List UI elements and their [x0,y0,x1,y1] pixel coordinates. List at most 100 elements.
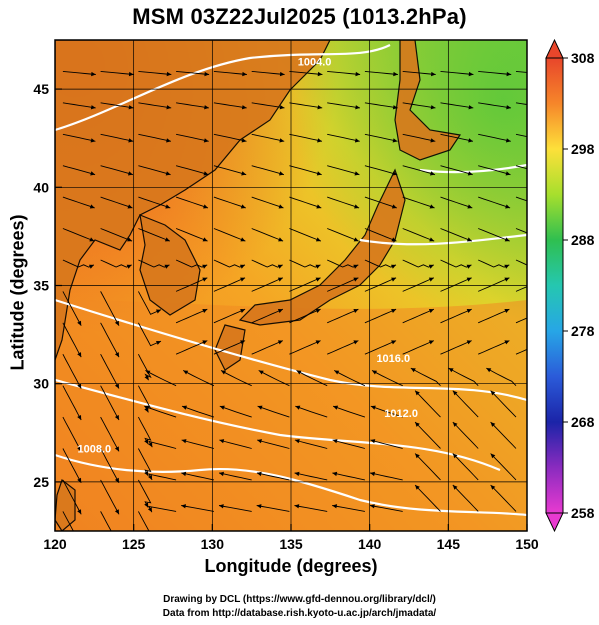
streamline-107 [175,259,208,268]
streamline-arrow-56 [183,370,189,375]
wind-streamlines [62,70,527,531]
streamline-arrow-174 [279,105,285,110]
streamline-29 [148,440,177,449]
streamline-arrow-125 [391,237,397,242]
streamline-53 [100,385,120,421]
streamline-96 [251,277,284,292]
streamline-arrow-124 [353,237,359,242]
streamline-14 [100,479,120,515]
streamline-24 [452,453,479,481]
streamline-145 [138,165,171,176]
streamline-arrow-136 [316,204,322,209]
streamline-80 [138,322,162,347]
streamline-1 [100,511,112,531]
streamline-102 [478,277,510,292]
streamline-4 [181,505,214,512]
streamline-arrow-177 [392,105,398,110]
streamline-arrow-111 [353,264,359,269]
streamline-93 [138,291,162,315]
streamline-arrow-59 [296,370,302,375]
streamline-arrow-30 [181,439,187,444]
streamline-54 [138,385,152,413]
streamline-75 [440,340,472,355]
colorbar-tick-label-258: 258 [571,505,595,521]
streamline-17 [181,472,214,481]
y-tick-label-25: 25 [33,474,49,490]
x-tick-label-150: 150 [515,536,539,552]
streamline-152 [402,165,436,176]
isobar-1016 [55,298,527,402]
streamline-9 [369,505,403,512]
streamline-arrow-72 [353,340,359,345]
streamline-arrow-164 [392,138,398,143]
streamline-arrow-193 [506,71,512,77]
streamline-28 [138,448,152,477]
streamline-125 [364,228,397,242]
streamline-arrow-10 [415,484,420,490]
streamline-6 [256,505,290,512]
streamline-arrow-184 [166,71,172,77]
streamline-51 [490,390,517,418]
streamline-112 [364,259,397,268]
streamline-10 [414,484,441,512]
streamline-64 [486,367,517,387]
streamline-arrow-3 [147,507,152,513]
streamline-146 [175,165,209,176]
streamline-99 [364,277,397,292]
streamline-85 [327,308,359,324]
streamline-103 [515,286,527,292]
streamline-41 [138,416,152,445]
streamline-120 [175,228,208,242]
streamline-40 [100,416,120,452]
streamline-arrow-54 [144,407,149,413]
streamline-60 [333,370,366,387]
streamline-arrow-152 [430,171,435,176]
colorbar-tick-label-298: 298 [571,141,595,157]
streamline-70 [251,340,284,355]
streamline-30 [181,439,215,449]
streamline-170 [100,102,134,109]
streamline-arrow-140 [467,204,473,209]
streamline-arrow-192 [468,71,474,77]
streamline-arrow-102 [504,277,510,282]
streamline-27 [100,448,120,484]
isobar-1012 [55,378,501,472]
streamline-arrow-25 [490,453,496,459]
streamline-169 [62,102,96,109]
isobar-1008 [55,453,527,517]
streamline-arrow-132 [165,204,171,209]
streamline-143 [62,165,96,176]
streamline-arrow-48 [370,405,376,410]
streamline-155 [515,165,527,170]
streamline-arrow-38 [490,422,496,427]
streamline-95 [213,277,246,292]
streamline-68 [175,340,208,355]
streamline-arrow-36 [415,422,420,427]
colorbar-bottom-arrow [545,512,564,533]
continent-coast [55,40,331,361]
streamline-arrow-105 [126,264,132,269]
streamline-arrow-95 [240,277,246,282]
streamline-arrow-176 [355,105,360,110]
streamline-167 [478,133,511,142]
streamline-192 [440,70,474,75]
streamline-arrow-187 [279,71,285,77]
streamline-61 [371,370,403,387]
streamline-174 [251,102,285,109]
streamline-5 [218,505,252,512]
streamline-180 [478,102,512,109]
streamline-arrow-15 [144,502,149,508]
streamline-arrow-57 [220,370,226,375]
colorbar: 308 298 288 278 268 258 [545,38,595,533]
streamline-arrow-109 [277,264,283,269]
streamline-161 [251,133,285,142]
streamline-arrow-189 [355,71,361,77]
streamline-21 [332,472,365,481]
streamline-arrow-70 [277,340,283,345]
streamline-arrow-63 [448,368,454,373]
streamline-arrow-101 [466,277,472,282]
streamline-86 [364,308,397,324]
streamline-arrow-185 [204,71,210,77]
streamline-183 [100,70,134,75]
streamline-181 [515,102,527,105]
